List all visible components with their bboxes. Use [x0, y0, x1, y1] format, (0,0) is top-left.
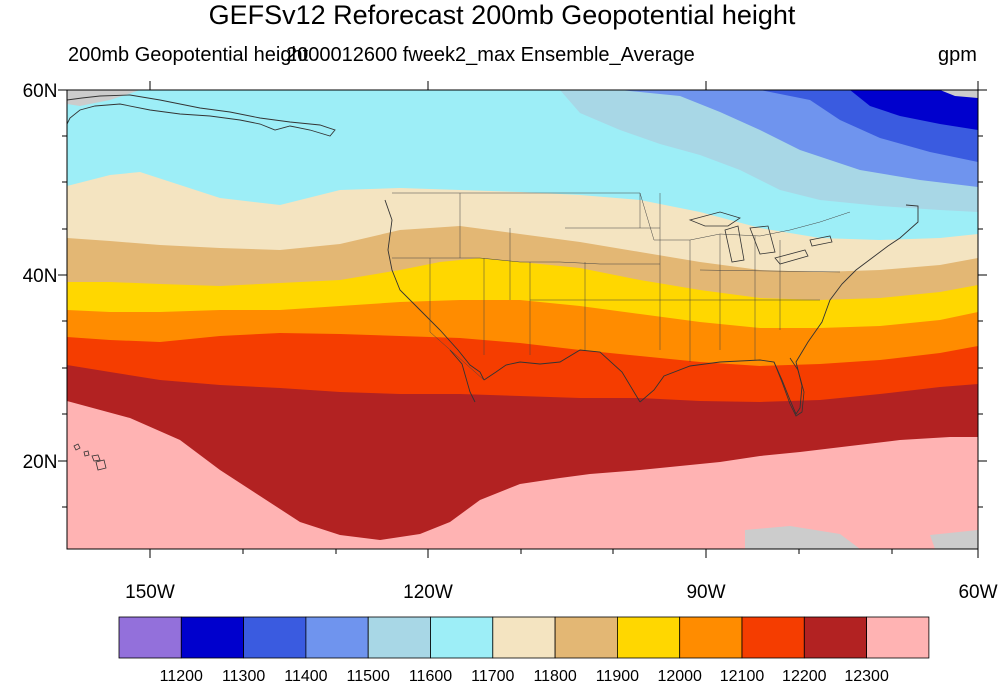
- colorbar-swatch: [741, 616, 805, 659]
- state-borders-layer: [392, 192, 851, 381]
- lat-label-60n: 60N: [23, 81, 58, 102]
- colorbar-swatch: [305, 616, 369, 659]
- colorbar: 11200 11300 11400 11500 11600 11700 11800 11900…: [118, 616, 930, 684]
- coastline-layer: [66, 94, 919, 415]
- colorbar-level-label: 11400: [284, 668, 327, 684]
- colorbar-level-label: 12300: [844, 668, 889, 684]
- colorbar-swatch: [617, 616, 681, 659]
- colorbar-swatch: [679, 616, 743, 659]
- subtitle-units: gpm: [938, 44, 977, 66]
- lon-label-60w: 60W: [958, 582, 997, 603]
- colorbar-swatch: [243, 616, 307, 659]
- great-lakes-layer: [688, 211, 833, 265]
- colorbar-level-label: 12000: [657, 668, 702, 684]
- colorbar-swatch: [492, 616, 556, 659]
- figure-title: GEFSv12 Reforecast 200mb Geopotential he…: [208, 0, 796, 30]
- colorbar-level-label: 11700: [471, 668, 514, 684]
- colorbar-swatch: [554, 616, 618, 659]
- colorbar-level-label: 11500: [347, 668, 390, 684]
- colorbar-swatch: [430, 616, 494, 659]
- latitude-labels: 60N 40N 20N: [23, 81, 58, 473]
- colorbar-level-label: 11200: [160, 668, 203, 684]
- colorbar-level-label: 11900: [596, 668, 639, 684]
- colorbar-swatch: [367, 616, 431, 659]
- colorbar-level-label: 11800: [533, 668, 576, 684]
- lon-label-90w: 90W: [686, 582, 725, 603]
- missing-data-patches: [67, 90, 978, 549]
- colorbar-swatch: [180, 616, 245, 659]
- longitude-labels: 150W 120W 90W 60W: [125, 582, 997, 603]
- tick-marks: [58, 81, 987, 558]
- hawaii-islands: [73, 443, 107, 471]
- band-below-11300: [850, 90, 978, 130]
- lon-label-150w: 150W: [125, 582, 175, 603]
- colorbar-level-label: 11300: [222, 668, 265, 684]
- colorbar-level-label: 12200: [782, 668, 827, 684]
- colorbar-swatch: [803, 616, 867, 659]
- florida-peninsula: [773, 357, 805, 417]
- lon-label-120w: 120W: [403, 582, 453, 603]
- colorbar-swatch: [118, 616, 182, 659]
- subtitle-variable: 200mb Geopotential height: [68, 44, 309, 66]
- lat-label-40n: 40N: [23, 266, 58, 287]
- lat-label-20n: 20N: [23, 452, 58, 473]
- subtitle-run-info: 2000012600 fweek2_max Ensemble_Average: [286, 44, 695, 66]
- plot-frame: [66, 89, 979, 550]
- colorbar-level-label: 12100: [720, 668, 765, 684]
- colorbar-level-label: 11600: [409, 668, 452, 684]
- contour-fill-layer: [67, 90, 978, 549]
- colorbar-swatch: [866, 616, 930, 659]
